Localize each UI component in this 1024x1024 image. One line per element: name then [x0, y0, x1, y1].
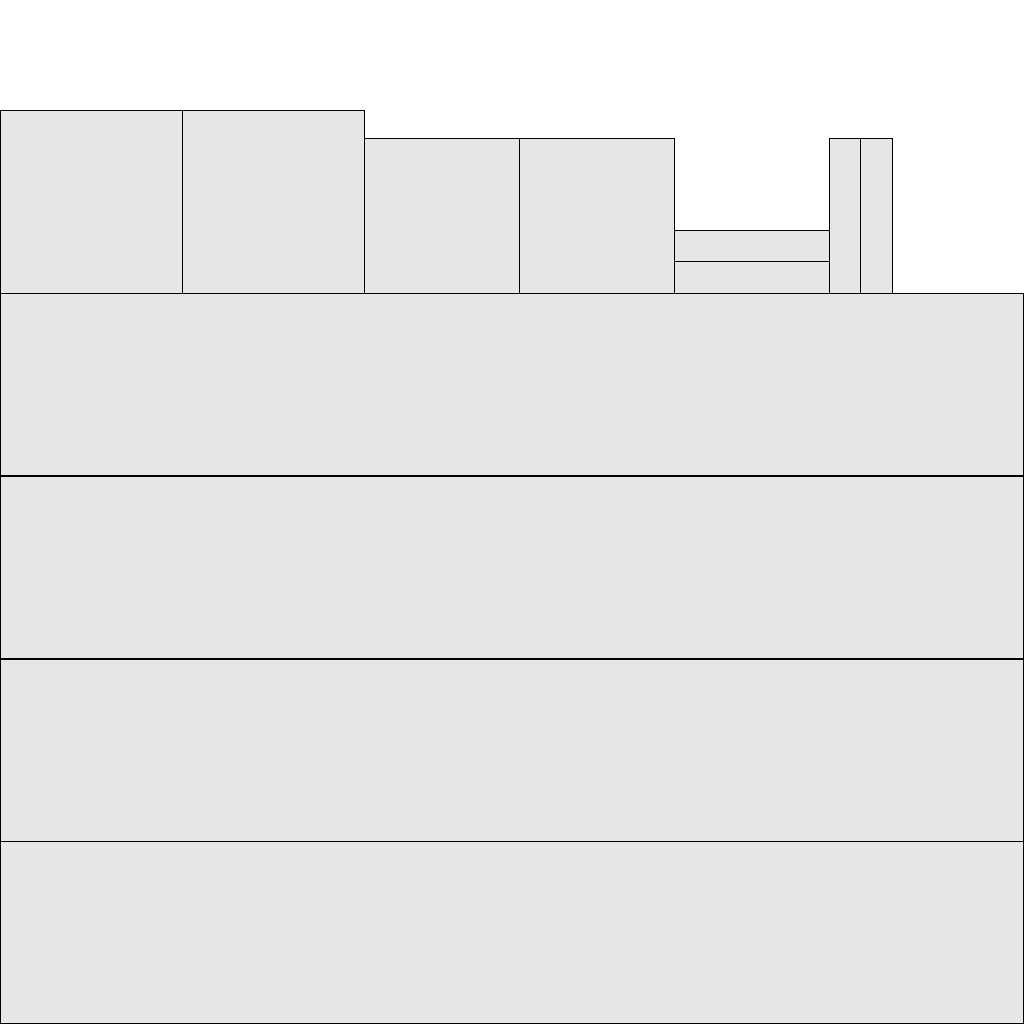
tall-block-2 — [182, 110, 365, 294]
flat-block-upper — [674, 230, 830, 262]
thin-vertical-block-2 — [860, 138, 893, 294]
wide-slab-1 — [0, 293, 1024, 476]
wide-slab-3 — [0, 659, 1024, 842]
medium-block-2 — [519, 138, 675, 294]
medium-block-1 — [364, 138, 520, 294]
flat-block-lower — [674, 261, 830, 294]
wide-slab-4 — [0, 841, 1024, 1024]
wide-slab-2 — [0, 476, 1024, 659]
tall-block-1 — [0, 110, 183, 294]
thin-vertical-block-1 — [829, 138, 861, 294]
